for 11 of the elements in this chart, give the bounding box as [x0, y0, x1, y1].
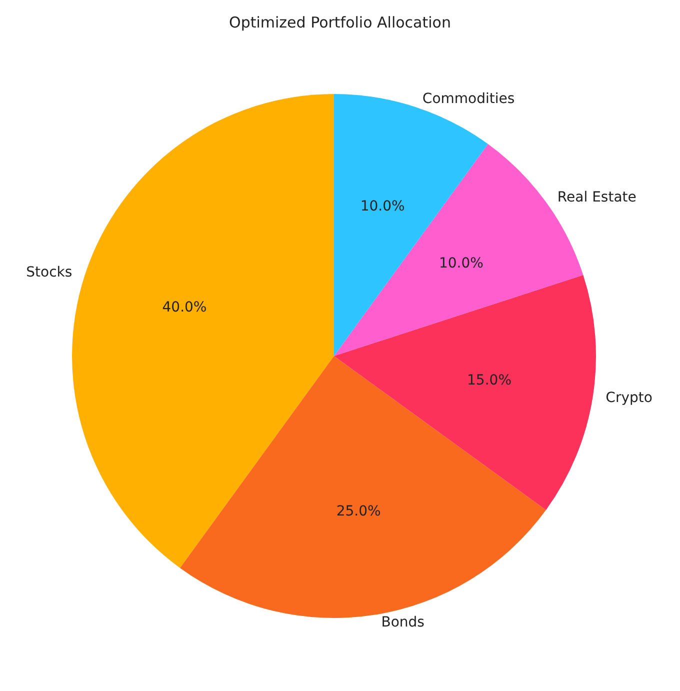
data-label: 15.0%	[467, 372, 512, 389]
chart-title: Optimized Portfolio Allocation	[229, 14, 451, 32]
slice-label: Stocks	[26, 264, 72, 281]
data-label: 25.0%	[336, 503, 381, 520]
slice-label: Commodities	[422, 91, 515, 108]
data-label: 10.0%	[360, 198, 405, 214]
slice-label: Bonds	[381, 614, 424, 631]
data-label: 40.0%	[162, 299, 207, 316]
slice-label: Real Estate	[557, 189, 636, 206]
data-label: 10.0%	[438, 256, 484, 272]
slice-label: Crypto	[606, 390, 652, 406]
